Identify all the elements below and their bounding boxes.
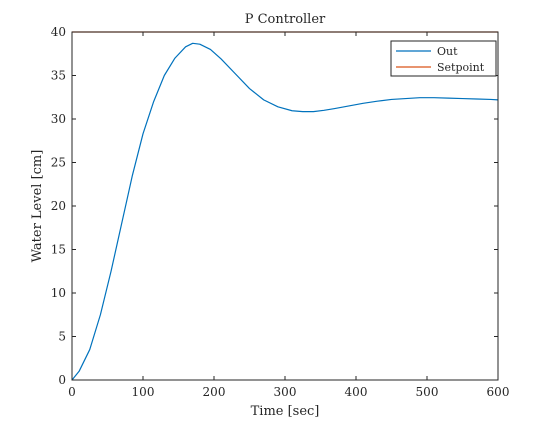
- y-tick-label: 25: [51, 156, 66, 170]
- x-tick-label: 600: [487, 385, 510, 399]
- y-tick-label: 35: [51, 69, 66, 83]
- y-tick-label: 0: [58, 373, 66, 387]
- legend-label: Out: [437, 45, 458, 58]
- x-tick-label: 100: [132, 385, 155, 399]
- chart-title: P Controller: [245, 12, 326, 27]
- y-tick-label: 15: [51, 243, 66, 257]
- y-tick-label: 5: [58, 330, 66, 344]
- legend: Out Setpoint: [390, 40, 497, 77]
- legend-box: [390, 40, 497, 77]
- x-tick-label: 300: [274, 385, 297, 399]
- x-tick-label: 500: [416, 385, 439, 399]
- x-tick-label: 200: [203, 385, 226, 399]
- tick-layer: 0 100 200 300 400 500 600 0 5 10 15 20 25 30 35 40: [51, 25, 510, 399]
- x-axis-label: Time [sec]: [251, 404, 320, 419]
- legend-label: Setpoint: [437, 61, 485, 74]
- y-tick-label: 20: [51, 199, 66, 213]
- y-tick-label: 30: [51, 112, 66, 126]
- plot-area-background: [72, 32, 498, 380]
- y-tick-label: 40: [51, 25, 66, 39]
- x-tick-label: 400: [345, 385, 368, 399]
- y-axis-label: Water Level [cm]: [30, 150, 45, 263]
- series-line-out: [71, 42, 499, 381]
- y-tick-label: 10: [51, 286, 66, 300]
- x-tick-label: 0: [68, 385, 76, 399]
